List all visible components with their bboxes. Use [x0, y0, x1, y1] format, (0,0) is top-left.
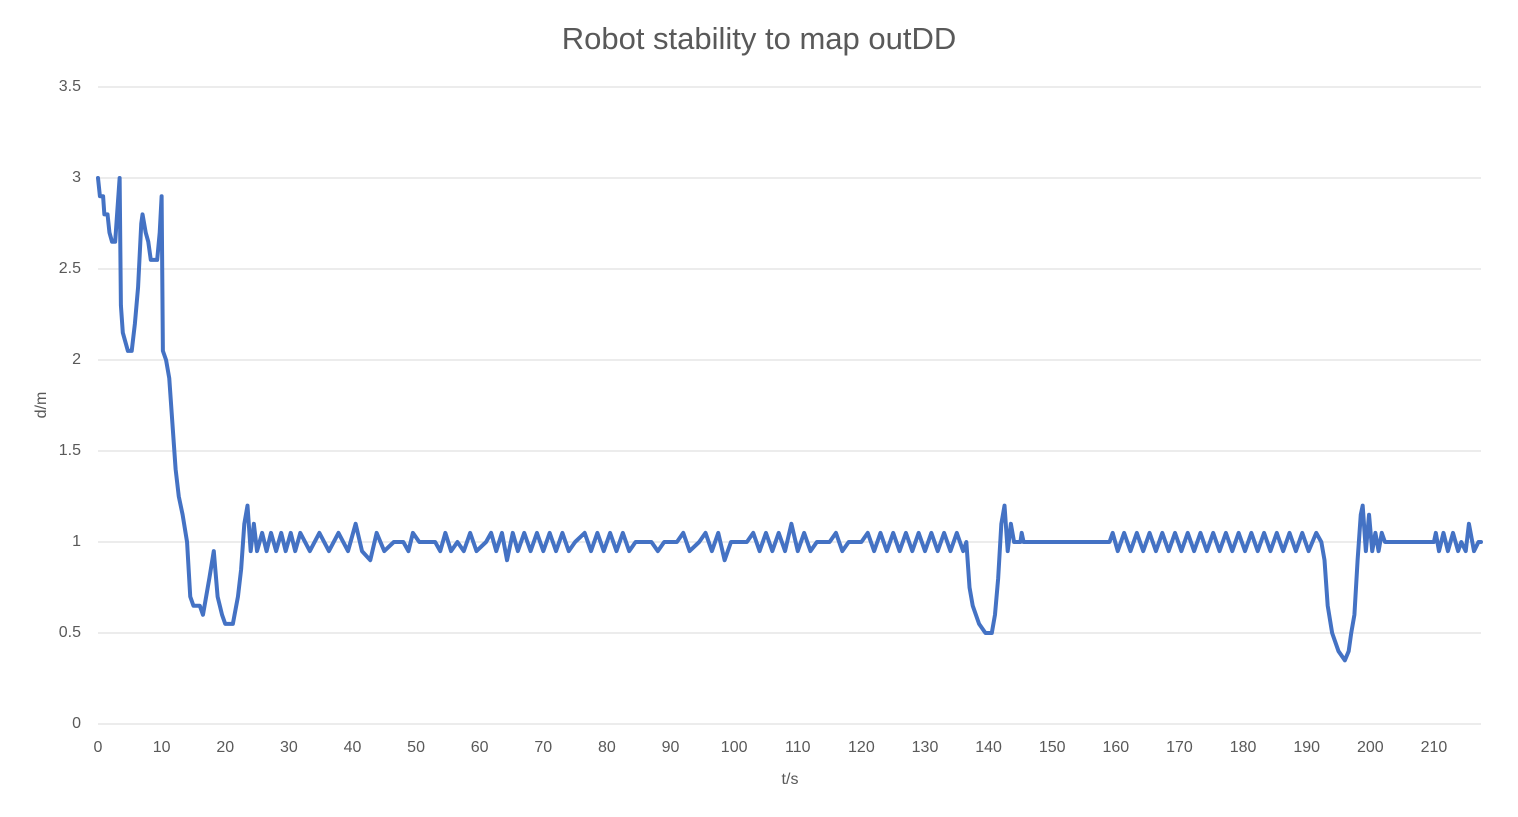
x-tick-label: 10: [153, 739, 171, 756]
x-tick-label: 30: [280, 739, 298, 756]
y-tick-label: 3.5: [59, 78, 81, 95]
y-tick-label: 0.5: [59, 624, 81, 641]
y-tick-label: 3: [72, 169, 81, 186]
x-tick-label: 120: [848, 739, 875, 756]
data-line: [96, 176, 1483, 663]
x-tick-label: 150: [1039, 739, 1066, 756]
x-tick-label: 0: [94, 739, 103, 756]
y-tick-label: 2.5: [59, 260, 81, 277]
x-tick-label: 40: [344, 739, 362, 756]
y-tick-label: 1.5: [59, 442, 81, 459]
x-axis-label: t/s: [782, 771, 799, 788]
x-tick-label: 160: [1102, 739, 1129, 756]
x-tick-label: 110: [785, 739, 811, 756]
y-tick-label: 1: [72, 533, 81, 550]
x-tick-label: 180: [1230, 739, 1257, 756]
chart-title: Robot stability to map outDD: [562, 21, 957, 56]
x-tick-label: 140: [975, 739, 1002, 756]
x-tick-label: 90: [662, 739, 680, 756]
x-tick-label: 50: [407, 739, 425, 756]
x-tick-label: 190: [1293, 739, 1320, 756]
x-tick-label: 200: [1357, 739, 1384, 756]
x-tick-label: 170: [1166, 739, 1193, 756]
x-tick-label: 80: [598, 739, 616, 756]
x-tick-label: 70: [534, 739, 552, 756]
x-tick-label: 210: [1421, 739, 1448, 756]
y-axis-label: d/m: [33, 392, 50, 419]
y-tick-label: 2: [72, 351, 81, 368]
x-tick-label: 100: [721, 739, 748, 756]
x-tick-label: 130: [912, 739, 939, 756]
x-tick-label: 20: [216, 739, 234, 756]
y-tick-label: 0: [72, 715, 81, 732]
x-tick-label: 60: [471, 739, 489, 756]
